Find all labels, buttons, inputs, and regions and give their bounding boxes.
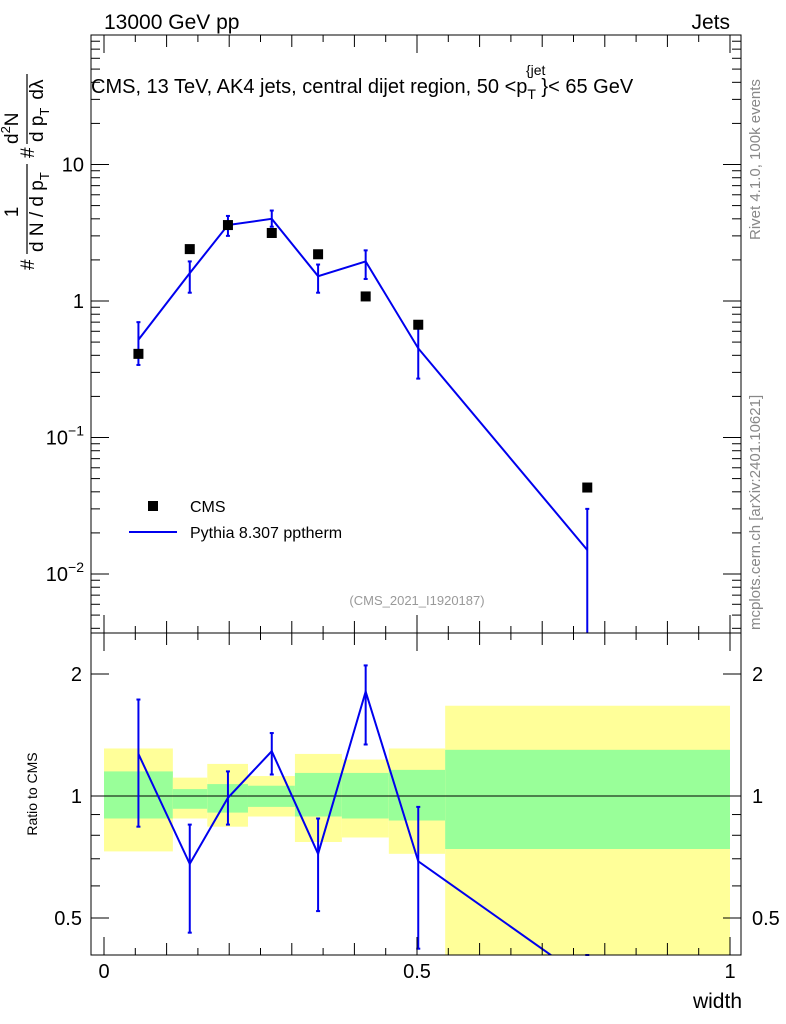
ratio-y-tick-label: 0.5 — [54, 908, 82, 930]
ratio-frame — [90, 632, 742, 956]
x-tick-label: 0.5 — [403, 961, 431, 983]
x-axis-label: width — [692, 990, 742, 1013]
x-tick-label: 0 — [98, 961, 109, 983]
svg-text:1: 1 — [2, 207, 23, 218]
cms-data-point — [222, 220, 233, 231]
rivet-label: Rivet 4.1.0, 100k events — [747, 79, 764, 240]
ratio-y-tick-label: 1 — [71, 786, 82, 808]
title-sup: {jet — [526, 62, 546, 78]
main-y-tick-labels: 10 1 10−1 10−2 — [46, 155, 84, 587]
y-tick-label: 10 — [62, 155, 84, 177]
mcplots-label: mcplots.cern.ch [arXiv:2401.10621] — [747, 395, 764, 630]
inner-uncertainty-band — [172, 789, 208, 809]
mc-series-line — [137, 217, 589, 551]
title-prefix: CMS, 13 TeV, AK4 jets, central dijet reg… — [91, 76, 527, 98]
svg-text:#: # — [18, 259, 39, 270]
ratio-y-tick-labels: 2 2 1 1 0.5 0.5 — [54, 664, 780, 930]
analysis-watermark: (CMS_2021_I1920187) — [349, 593, 484, 608]
cms-data-point — [313, 249, 324, 260]
ratio-y-tick-label-right: 2 — [752, 664, 763, 686]
legend: CMS Pythia 8.307 pptherm — [129, 499, 342, 542]
legend-label-cms: CMS — [190, 499, 226, 516]
category-label: Jets — [691, 11, 730, 34]
cms-data-point — [582, 482, 593, 493]
main-y-axis-label: # 1 d N / d pT # d2N d pTdλ — [0, 74, 52, 270]
y-tick-label: 10−1 — [46, 423, 84, 450]
ratio-y-tick-label: 2 — [71, 664, 82, 686]
ratio-panel: 2 21 10.5 0.5 0 0.5 1 Ratio to CMS width — [24, 632, 780, 1013]
legend-label-pythia: Pythia 8.307 pptherm — [190, 525, 342, 542]
main-panel: 10 1 10−1 10−2 CMS, 13 TeV, AK4 jets, centr… — [0, 34, 742, 634]
energy-label: 13000 GeV pp — [104, 11, 239, 34]
title-sub: T — [527, 86, 536, 102]
cms-data-point — [133, 348, 144, 359]
cms-data-point — [184, 244, 195, 255]
ratio-axis-ticks — [91, 633, 741, 955]
svg-text:d N / d pT: d N / d pT — [27, 172, 52, 252]
inner-uncertainty-band — [294, 772, 342, 817]
legend-marker-cms — [148, 501, 158, 511]
y-tick-label: 1 — [73, 291, 84, 313]
cms-data-point — [413, 319, 424, 330]
main-frame — [90, 34, 742, 634]
title-suffix: }< 65 GeV — [541, 76, 633, 98]
x-tick-label: 1 — [724, 961, 735, 983]
inner-uncertainty-band — [445, 749, 730, 849]
main-axis-ticks — [91, 35, 741, 633]
main-title: CMS, 13 TeV, AK4 jets, central dijet reg… — [91, 62, 634, 102]
svg-text:d2N: d2N — [0, 112, 23, 144]
ratio-y-axis-label: Ratio to CMS — [24, 752, 40, 835]
cms-data-point — [360, 291, 371, 302]
ratio-uncertainty-bands — [104, 705, 730, 955]
cms-data-point — [266, 227, 277, 238]
ratio-series-line — [137, 688, 553, 955]
ratio-y-tick-label-right: 1 — [752, 786, 763, 808]
x-tick-labels: 0 0.5 1 — [98, 961, 735, 983]
ratio-y-tick-label-right: 0.5 — [752, 908, 780, 930]
svg-text:CMS, 13 TeV, AK4 jets, central: CMS, 13 TeV, AK4 jets, central dijet reg… — [91, 62, 634, 102]
y-tick-label: 10−2 — [46, 559, 84, 586]
svg-text:d pTdλ: d pTdλ — [27, 79, 52, 142]
svg-text:#: # — [18, 147, 39, 158]
